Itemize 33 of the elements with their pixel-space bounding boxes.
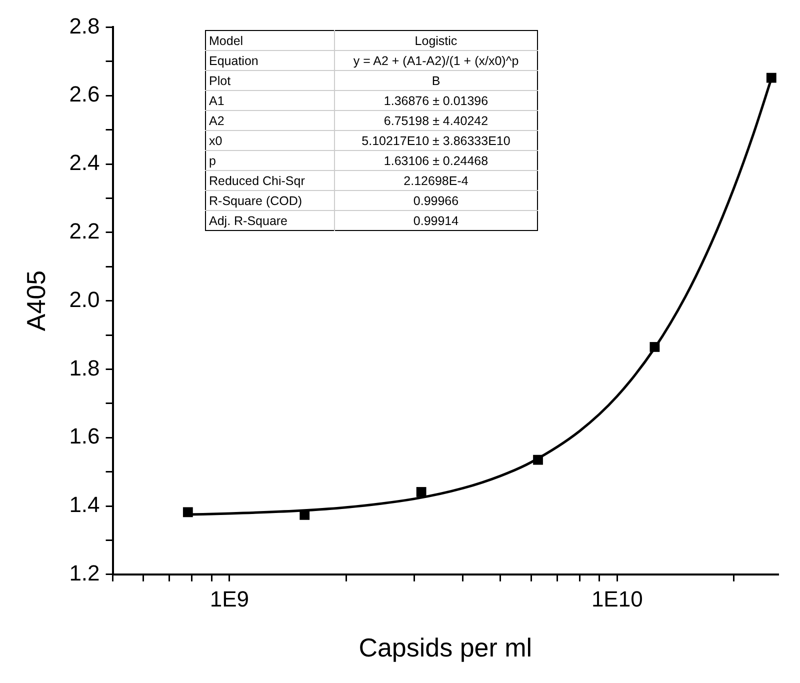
x-axis-title: Capsids per ml [358,632,532,663]
y-axis-title: A405 [20,270,51,332]
annotation: 5.10217E10 ± 3.86333E10 [334,130,538,150]
annotation: Logistic [334,30,538,50]
annotation: 1.36876 ± 0.01396 [334,90,538,110]
y-tick-label: 2.6 [69,82,100,107]
annotation: Adj. R-Square [206,210,334,230]
annotation: Reduced Chi-Sqr [206,170,334,190]
annotation: p [206,150,334,170]
annotation: y = A2 + (A1-A2)/(1 + (x/x0)^p [334,50,538,70]
annotation: R-Square (COD) [206,190,334,210]
y-tick-label: 1.2 [69,560,100,586]
annotation: 6.75198 ± 4.40242 [334,110,538,130]
y-tick-label: 2.4 [69,150,100,176]
y-tick-label: 1.8 [69,355,100,380]
annotation: Model [206,30,334,50]
annotation: A1 [206,90,334,110]
x-tick-label: 1E10 [591,586,643,612]
x-tick-label: 1E9 [210,586,250,612]
annotation: x0 [206,130,334,150]
y-tick-label: 2.2 [69,218,100,244]
annotation: B [334,70,538,90]
annotation: Equation [206,50,334,70]
annotation: 1.63106 ± 0.24468 [334,150,538,170]
y-tick-label: 2.8 [69,13,100,38]
annotation: 0.99914 [412,212,460,230]
annotation: Plot [206,70,334,90]
annotation: A2 [206,110,334,130]
annotation: 2.12698E-4 [334,170,538,190]
y-tick-label: 1.4 [69,492,100,518]
y-tick-label: 2.0 [69,286,100,312]
y-tick-label: 1.6 [69,424,100,449]
annotation: 0.99966 [334,190,538,210]
